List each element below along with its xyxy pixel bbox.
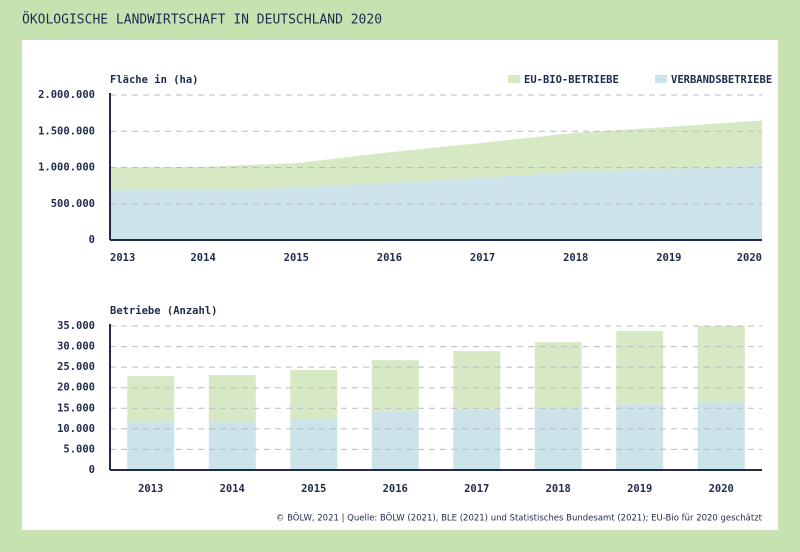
footnote: © BÖLW, 2021 | Quelle: BÖLW (2021), BLE … xyxy=(276,513,763,524)
x-tick-label: 2020 xyxy=(709,483,734,495)
bar xyxy=(371,411,419,470)
y-axis-label: Betriebe (Anzahl) xyxy=(110,305,217,317)
bar xyxy=(697,402,745,470)
x-tick-label: 2016 xyxy=(383,483,408,495)
y-tick-label: 0 xyxy=(89,464,95,476)
x-tick-label: 2018 xyxy=(546,483,571,495)
bar xyxy=(534,407,582,470)
area xyxy=(110,120,762,190)
x-tick-label: 2013 xyxy=(138,483,163,495)
page-title: ÖKOLOGISCHE LANDWIRTSCHAFT IN DEUTSCHLAN… xyxy=(22,11,382,28)
y-tick-label: 20.000 xyxy=(57,382,95,394)
marks xyxy=(127,326,745,470)
bar xyxy=(127,376,175,422)
x-tick-label: 2020 xyxy=(737,252,762,264)
marks xyxy=(110,120,762,240)
area xyxy=(110,165,762,240)
y-tick-label: 5.000 xyxy=(63,443,95,455)
y-tick-label: 15.000 xyxy=(57,402,95,414)
y-tick-label: 1.000.000 xyxy=(38,162,95,174)
x-tick-label: 2015 xyxy=(284,252,309,264)
bar xyxy=(290,370,338,419)
bar xyxy=(453,351,501,410)
y-tick-label: 30.000 xyxy=(57,341,95,353)
y-tick-label: 10.000 xyxy=(57,423,95,435)
legend-swatch xyxy=(655,75,667,83)
bar xyxy=(371,360,419,412)
y-axis-label: Fläche in (ha) xyxy=(110,74,199,86)
bar xyxy=(697,326,745,403)
x-tick-label: 2017 xyxy=(470,252,495,264)
x-tick-label: 2014 xyxy=(220,483,245,495)
y-tick-label: 0 xyxy=(89,234,95,246)
bar xyxy=(453,409,501,470)
x-tick-label: 2019 xyxy=(656,252,681,264)
y-tick-label: 25.000 xyxy=(57,361,95,373)
legend-swatch xyxy=(508,75,520,83)
x-tick-label: 2013 xyxy=(110,252,135,264)
legend-label: VERBANDSBETRIEBE xyxy=(671,74,772,86)
x-tick-label: 2016 xyxy=(377,252,402,264)
bar xyxy=(208,374,256,422)
y-tick-label: 2.000.000 xyxy=(38,89,95,101)
legend-label: EU-BIO-BETRIEBE xyxy=(524,74,619,86)
y-tick-label: 1.500.000 xyxy=(38,125,95,137)
y-tick-label: 500.000 xyxy=(51,198,95,210)
bar xyxy=(616,404,664,470)
y-tick-label: 35.000 xyxy=(57,320,95,332)
bar xyxy=(534,342,582,408)
bar xyxy=(290,418,338,470)
bar xyxy=(208,421,256,470)
x-tick-label: 2019 xyxy=(627,483,652,495)
x-tick-label: 2015 xyxy=(301,483,326,495)
x-tick-label: 2017 xyxy=(464,483,489,495)
x-tick-label: 2018 xyxy=(563,252,588,264)
x-tick-label: 2014 xyxy=(190,252,215,264)
